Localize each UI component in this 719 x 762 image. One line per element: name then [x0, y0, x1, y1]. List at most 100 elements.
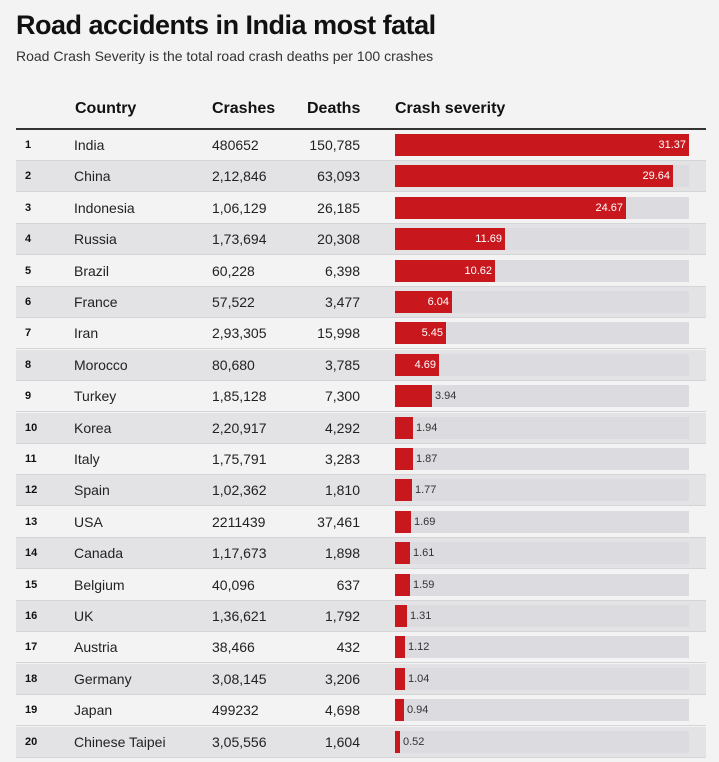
country-cell: Korea [74, 420, 112, 436]
deaths-cell: 150,785 [309, 137, 360, 153]
crashes-cell: 1,06,129 [212, 200, 267, 216]
severity-value-label: 10.62 [464, 265, 492, 277]
crashes-cell: 60,228 [212, 263, 255, 279]
table-row: 2 China 2,12,846 63,093 29.64 [16, 161, 706, 192]
severity-bar-track: 31.37 [395, 134, 689, 156]
table-row: 4 Russia 1,73,694 20,308 11.69 [16, 224, 706, 255]
deaths-cell: 20,308 [317, 231, 360, 247]
table-row: 9 Turkey 1,85,128 7,300 3.94 [16, 381, 706, 412]
rank-cell: 16 [25, 610, 38, 622]
deaths-cell: 3,785 [324, 357, 360, 373]
deaths-cell: 432 [336, 639, 360, 655]
country-cell: China [74, 168, 111, 184]
severity-value-label: 1.77 [415, 484, 437, 496]
crashes-cell: 2,12,846 [212, 168, 267, 184]
severity-bar [395, 574, 410, 596]
country-cell: France [74, 294, 118, 310]
country-cell: Indonesia [74, 200, 135, 216]
rank-cell: 6 [25, 296, 32, 308]
severity-value-label: 1.61 [413, 547, 435, 559]
rank-cell: 14 [25, 547, 38, 559]
severity-bar [395, 354, 439, 376]
severity-bar [395, 291, 452, 313]
severity-value-label: 4.69 [414, 359, 436, 371]
country-cell: Spain [74, 482, 110, 498]
severity-bar [395, 322, 446, 344]
table-row: 1 India 480652 150,785 31.37 [16, 130, 706, 161]
crashes-cell: 38,466 [212, 639, 255, 655]
severity-bar-track: 3.94 [395, 385, 689, 407]
deaths-cell: 15,998 [317, 325, 360, 341]
table-row: 11 Italy 1,75,791 3,283 1.87 [16, 444, 706, 475]
severity-value-label: 6.04 [427, 296, 449, 308]
severity-bar [395, 228, 505, 250]
severity-bar [395, 699, 404, 721]
crashes-cell: 80,680 [212, 357, 255, 373]
severity-value-label: 3.94 [435, 390, 457, 402]
severity-bar-track: 0.94 [395, 699, 689, 721]
rank-cell: 3 [25, 202, 32, 214]
severity-bar-track: 10.62 [395, 260, 689, 282]
severity-bar [395, 731, 400, 753]
table-row: 5 Brazil 60,228 6,398 10.62 [16, 256, 706, 287]
country-cell: Austria [74, 639, 118, 655]
severity-bar-track: 1.12 [395, 636, 689, 658]
severity-bar [395, 385, 432, 407]
severity-bar [395, 165, 673, 187]
column-header-severity: Crash severity [395, 100, 506, 117]
chart-subtitle: Road Crash Severity is the total road cr… [16, 48, 434, 64]
deaths-cell: 7,300 [324, 388, 360, 404]
severity-bar-track: 6.04 [395, 291, 689, 313]
severity-value-label: 24.67 [595, 202, 623, 214]
severity-bar [395, 260, 495, 282]
deaths-cell: 1,810 [324, 482, 360, 498]
table-row: 7 Iran 2,93,305 15,998 5.45 [16, 318, 706, 349]
deaths-cell: 3,206 [324, 671, 360, 687]
severity-bar-track: 1.94 [395, 417, 689, 439]
severity-bar [395, 636, 405, 658]
table-row: 8 Morocco 80,680 3,785 4.69 [16, 350, 706, 381]
column-header-country: Country [75, 100, 137, 117]
deaths-cell: 1,604 [324, 734, 360, 750]
severity-bar-track: 1.69 [395, 511, 689, 533]
severity-bar [395, 197, 626, 219]
header-rule [16, 128, 706, 130]
rank-cell: 5 [25, 265, 32, 277]
rank-cell: 4 [25, 233, 32, 245]
severity-bar-track: 1.61 [395, 542, 689, 564]
rank-cell: 8 [25, 359, 32, 371]
table-row: 12 Spain 1,02,362 1,810 1.77 [16, 475, 706, 506]
country-cell: Chinese Taipei [74, 734, 166, 750]
rank-cell: 12 [25, 484, 38, 496]
country-cell: Turkey [74, 388, 117, 404]
crashes-cell: 2,20,917 [212, 420, 267, 436]
table-row: 14 Canada 1,17,673 1,898 1.61 [16, 538, 706, 569]
deaths-cell: 6,398 [324, 263, 360, 279]
deaths-cell: 1,792 [324, 608, 360, 624]
severity-value-label: 1.31 [410, 610, 432, 622]
severity-value-label: 5.45 [421, 327, 443, 339]
rank-cell: 1 [25, 139, 32, 151]
crashes-cell: 2211439 [212, 514, 266, 530]
table-row: 20 Chinese Taipei 3,05,556 1,604 0.52 [16, 727, 706, 758]
deaths-cell: 4,292 [324, 420, 360, 436]
country-cell: Japan [74, 702, 113, 718]
crashes-cell: 3,05,556 [212, 734, 267, 750]
severity-value-label: 31.37 [658, 139, 686, 151]
deaths-cell: 637 [336, 577, 360, 593]
table-row: 10 Korea 2,20,917 4,292 1.94 [16, 413, 706, 444]
column-header-crashes: Crashes [212, 100, 276, 117]
rank-cell: 10 [25, 422, 38, 434]
crashes-cell: 480652 [212, 137, 259, 153]
country-cell: Russia [74, 231, 117, 247]
severity-value-label: 1.12 [408, 641, 430, 653]
severity-bar-track: 1.31 [395, 605, 689, 627]
country-cell: USA [74, 514, 103, 530]
severity-value-label: 1.94 [416, 422, 438, 434]
rank-cell: 18 [25, 673, 38, 685]
severity-value-label: 1.87 [416, 453, 438, 465]
crashes-cell: 1,02,362 [212, 482, 267, 498]
deaths-cell: 37,461 [317, 514, 360, 530]
severity-bar [395, 134, 689, 156]
table-row: 6 France 57,522 3,477 6.04 [16, 287, 706, 318]
